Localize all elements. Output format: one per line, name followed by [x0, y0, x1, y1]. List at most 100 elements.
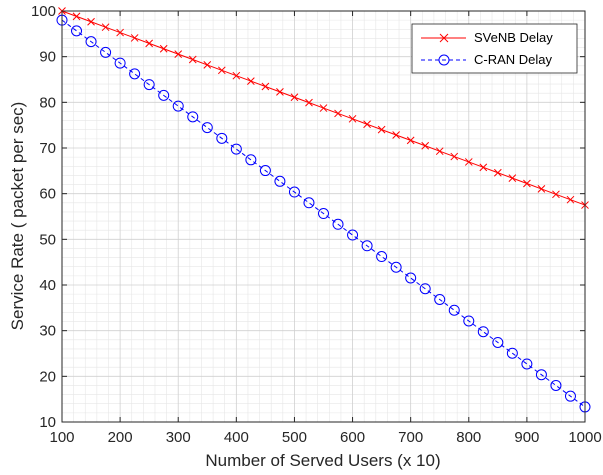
data-point-c-ran-delay	[158, 89, 170, 101]
data-point-c-ran-delay	[405, 272, 417, 284]
data-point-svenb-delay	[276, 88, 284, 96]
data-point-svenb-delay	[348, 114, 357, 123]
data-point-svenb-delay	[261, 82, 270, 91]
data-point-svenb-delay	[159, 44, 168, 53]
x-tick-label: 600	[340, 429, 365, 446]
data-point-svenb-delay	[72, 12, 81, 21]
data-point-c-ran-delay	[114, 57, 126, 69]
data-point-c-ran-delay	[187, 111, 199, 123]
data-point-svenb-delay	[493, 168, 502, 177]
y-tick-label: 10	[39, 414, 56, 431]
x-tick-label: 400	[224, 429, 249, 446]
data-point-svenb-delay	[116, 28, 124, 37]
legend-label-svenb: SVeNB Delay	[474, 30, 553, 45]
data-point-svenb-delay	[174, 50, 183, 58]
data-point-c-ran-delay	[245, 154, 257, 166]
data-point-svenb-delay	[130, 34, 139, 42]
data-point-c-ran-delay	[201, 122, 213, 134]
data-point-svenb-delay	[435, 147, 444, 156]
legend-marker-cran	[438, 54, 450, 66]
data-point-c-ran-delay	[564, 390, 576, 402]
x-tick-label: 700	[398, 429, 423, 446]
data-point-c-ran-delay	[230, 143, 242, 155]
data-point-c-ran-delay	[259, 165, 271, 177]
data-point-c-ran-delay	[361, 240, 373, 252]
plot-frame	[61, 10, 586, 423]
x-tick-label: 800	[456, 429, 481, 446]
data-point-svenb-delay	[508, 174, 517, 182]
data-point-c-ran-delay	[85, 36, 97, 48]
y-tick-label: 70	[39, 140, 56, 157]
data-point-svenb-delay	[363, 120, 371, 129]
data-point-svenb-delay	[566, 195, 575, 204]
series-layer	[56, 7, 591, 413]
data-point-c-ran-delay	[521, 358, 533, 370]
data-point-c-ran-delay	[376, 251, 388, 263]
y-tick-label: 20	[39, 368, 56, 385]
data-point-svenb-delay	[552, 190, 560, 199]
data-point-c-ran-delay	[129, 68, 141, 80]
data-point-c-ran-delay	[477, 326, 489, 338]
minor-grid	[62, 11, 585, 422]
x-tick-label: 100	[49, 429, 74, 446]
x-tick-label: 200	[108, 429, 133, 446]
data-point-c-ran-delay	[463, 315, 475, 327]
x-tick-label: 1000	[568, 429, 601, 446]
data-point-svenb-delay	[290, 93, 299, 102]
data-point-svenb-delay	[450, 152, 459, 161]
data-point-svenb-delay	[319, 104, 328, 112]
x-tick-label: 900	[514, 429, 539, 446]
series-svenb-delay	[58, 7, 589, 209]
x-tick-label: 500	[282, 429, 307, 446]
data-point-svenb-delay	[145, 39, 154, 48]
data-point-svenb-delay	[217, 66, 226, 75]
x-tick-label: 300	[166, 429, 191, 446]
legend-box	[411, 23, 578, 74]
data-point-svenb-delay	[377, 125, 386, 134]
data-point-svenb-delay	[247, 77, 255, 85]
data-point-svenb-delay	[406, 136, 415, 145]
data-point-c-ran-delay	[390, 261, 402, 273]
data-point-c-ran-delay	[318, 208, 329, 220]
data-point-c-ran-delay	[216, 132, 228, 144]
y-tick-label: 30	[39, 323, 56, 340]
data-point-c-ran-delay	[448, 304, 460, 316]
data-point-c-ran-delay	[71, 25, 83, 37]
data-point-c-ran-delay	[506, 347, 518, 359]
data-point-c-ran-delay	[288, 186, 300, 198]
data-point-c-ran-delay	[434, 293, 446, 305]
x-axis-label: Number of Served Users (x 10)	[205, 451, 440, 470]
data-point-svenb-delay	[101, 23, 110, 32]
data-point-svenb-delay	[305, 98, 313, 107]
y-tick-label: 60	[39, 186, 56, 203]
y-tick-label: 100	[31, 3, 56, 20]
series-c-ran-delay	[56, 14, 591, 413]
data-point-svenb-delay	[392, 131, 400, 139]
data-point-c-ran-delay	[535, 369, 547, 381]
data-point-svenb-delay	[537, 185, 546, 193]
axis-ticks	[61, 10, 586, 423]
data-point-svenb-delay	[87, 17, 95, 26]
tick-labels: 100 200 300 400 500 600 700 800 900 1000 10 20 30 40 5…	[31, 3, 602, 446]
y-tick-label: 50	[39, 231, 56, 248]
y-tick-label: 90	[39, 49, 56, 66]
data-point-svenb-delay	[479, 163, 488, 172]
data-point-c-ran-delay	[100, 46, 112, 58]
data-point-svenb-delay	[421, 141, 430, 150]
y-tick-label: 80	[39, 94, 56, 111]
y-axis-label: Service Rate ( packet per sec)	[8, 102, 27, 331]
data-point-svenb-delay	[523, 179, 531, 188]
data-point-svenb-delay	[232, 71, 241, 80]
data-point-c-ran-delay	[143, 79, 155, 91]
legend: SVeNB Delay C-RAN Delay	[411, 23, 578, 74]
data-point-svenb-delay	[334, 109, 342, 118]
legend-marker-svenb	[439, 33, 449, 43]
data-point-c-ran-delay	[172, 100, 184, 112]
legend-label-cran: C-RAN Delay	[474, 52, 553, 67]
series-line-c-ran-delay	[61, 19, 586, 408]
data-point-c-ran-delay	[347, 229, 359, 241]
data-point-c-ran-delay	[303, 197, 315, 209]
data-point-svenb-delay	[188, 55, 197, 64]
data-point-c-ran-delay	[419, 283, 431, 295]
